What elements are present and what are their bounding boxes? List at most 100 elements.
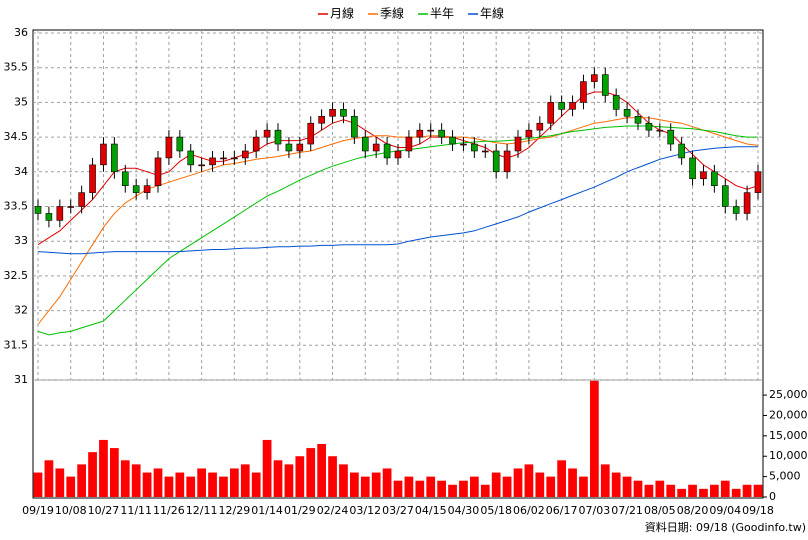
y-tick-label: 36 — [14, 26, 28, 39]
volume-bar — [710, 484, 719, 497]
candle-body — [721, 185, 729, 207]
x-tick-label: 07/03 — [579, 504, 611, 517]
volume-bar — [633, 480, 643, 497]
candle-body — [732, 206, 740, 214]
x-tick-label: 04/15 — [415, 504, 447, 517]
candle-body — [667, 129, 675, 145]
candle-body — [111, 143, 118, 173]
candle-body — [100, 143, 107, 166]
candle-body — [45, 213, 53, 221]
candle-body — [132, 185, 140, 193]
candle-body — [274, 129, 282, 145]
volume-bar — [33, 472, 43, 497]
volume-bar — [404, 476, 414, 497]
candle-body — [416, 129, 424, 138]
x-tick-label: 04/30 — [448, 504, 480, 517]
y-tick-label: 34 — [14, 165, 28, 178]
volume-bar — [66, 476, 76, 497]
x-tick-label: 08/05 — [644, 504, 676, 517]
volume-bar — [437, 480, 446, 497]
volume-bar — [219, 476, 228, 497]
y-tick-label: 35 — [14, 95, 28, 108]
volume-bar — [568, 468, 577, 497]
volume-bar — [360, 476, 370, 497]
volume-bar — [502, 476, 512, 497]
legend-label: 季線 — [380, 6, 404, 21]
volume-bar — [339, 464, 348, 497]
volume-tick-label: 20,000 — [769, 408, 808, 421]
volume-bar — [426, 476, 436, 497]
volume-bar — [186, 476, 196, 497]
y-tick-label: 34.5 — [4, 130, 29, 143]
candle-body — [263, 129, 271, 138]
candle-body — [296, 143, 304, 152]
x-tick-label: 11/11 — [120, 504, 152, 517]
candle-body — [89, 164, 96, 193]
candle-body — [209, 157, 216, 166]
volume-bar — [688, 484, 697, 497]
volume-bar — [44, 460, 54, 497]
y-tick-label: 35.5 — [4, 61, 29, 74]
volume-bar — [350, 472, 359, 497]
volume-bar — [590, 380, 599, 497]
candle-body — [514, 136, 522, 152]
volume-bar — [164, 476, 174, 497]
candle-body — [612, 95, 620, 110]
candle-body — [743, 192, 751, 214]
volume-bar — [546, 476, 556, 497]
candle-body — [34, 206, 42, 214]
volume-bar — [371, 472, 381, 497]
volume-bar — [600, 464, 610, 497]
candle-body — [318, 115, 325, 124]
candle-body — [394, 150, 402, 159]
candle-body — [361, 136, 369, 152]
footnote: 資料日期: 09/18 (Goodinfo.tw) — [645, 520, 806, 534]
volume-bar — [197, 468, 206, 497]
candle-body — [754, 171, 762, 193]
volume-bar — [110, 448, 119, 497]
volume-bar — [328, 456, 337, 497]
candle-body — [220, 157, 227, 160]
candle-body — [689, 157, 696, 180]
volume-bar — [295, 456, 305, 497]
volume-bar — [448, 484, 457, 497]
x-tick-label: 02/24 — [317, 504, 349, 517]
volume-bar — [88, 452, 97, 497]
candle-body — [252, 136, 260, 152]
volume-bar — [524, 464, 534, 497]
x-tick-label: 12/29 — [219, 504, 251, 517]
x-tick-label: 09/19 — [22, 504, 54, 517]
volume-bar — [753, 484, 763, 497]
volume-bar — [655, 480, 665, 497]
candle-body — [481, 150, 489, 153]
x-tick-label: 12/11 — [186, 504, 218, 517]
volume-tick-label: 10,000 — [769, 449, 808, 462]
candle-body — [634, 115, 642, 124]
volume-bar — [470, 476, 479, 497]
candle-body — [711, 171, 718, 186]
volume-bar — [459, 480, 468, 497]
candle-body — [121, 171, 129, 186]
x-tick-label: 09/18 — [742, 504, 774, 517]
candle-body — [285, 143, 293, 152]
candle-body — [623, 109, 631, 117]
candle-body — [525, 129, 533, 138]
volume-bar — [251, 472, 261, 497]
x-tick-label: 09/04 — [709, 504, 741, 517]
volume-bar — [513, 468, 523, 497]
x-tick-label: 03/12 — [349, 504, 381, 517]
candle-body — [601, 74, 609, 96]
x-tick-label: 06/17 — [546, 504, 578, 517]
volume-bar — [208, 472, 217, 497]
candle-body — [580, 81, 587, 103]
candle-body — [405, 136, 413, 152]
volume-bar — [175, 472, 185, 497]
candle-body — [645, 122, 653, 131]
candle-body — [427, 129, 435, 132]
candle-body — [198, 164, 205, 167]
volume-bar — [480, 484, 490, 497]
candle-body — [329, 109, 336, 117]
volume-bar — [131, 464, 141, 497]
volume-bar — [579, 476, 588, 497]
candle-body — [700, 171, 707, 180]
